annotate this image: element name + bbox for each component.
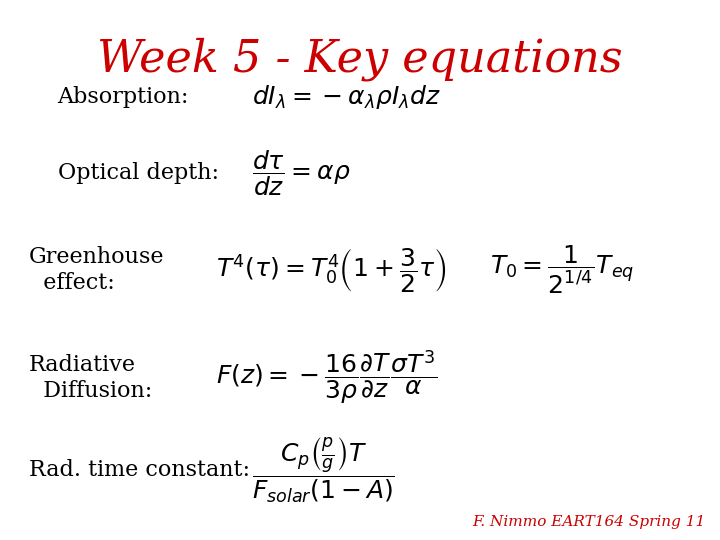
Text: Absorption:: Absorption: — [58, 86, 189, 108]
Text: Week 5 - Key equations: Week 5 - Key equations — [97, 38, 623, 82]
Text: $T_0 = \dfrac{1}{2^{1/4}} T_{eq}$: $T_0 = \dfrac{1}{2^{1/4}} T_{eq}$ — [490, 244, 634, 296]
Text: Rad. time constant:: Rad. time constant: — [29, 459, 250, 481]
Text: $\dfrac{C_p \left(\frac{p}{g}\right) T}{F_{solar}(1-A)}$: $\dfrac{C_p \left(\frac{p}{g}\right) T}{… — [252, 435, 395, 505]
Text: $T^{4}(\tau) = T_0^{4}\left(1 + \dfrac{3}{2}\tau\right)$: $T^{4}(\tau) = T_0^{4}\left(1 + \dfrac{3… — [216, 246, 446, 294]
Text: Optical depth:: Optical depth: — [58, 162, 219, 184]
Text: $F(z) = -\dfrac{16}{3\rho}\dfrac{\partial T}{\partial z}\dfrac{\sigma T^3}{\alph: $F(z) = -\dfrac{16}{3\rho}\dfrac{\partia… — [216, 349, 437, 407]
Text: $dI_{\lambda} = -\alpha_{\lambda}\rho I_{\lambda}dz$: $dI_{\lambda} = -\alpha_{\lambda}\rho I_… — [252, 83, 441, 111]
Text: $\dfrac{d\tau}{dz} = \alpha\rho$: $\dfrac{d\tau}{dz} = \alpha\rho$ — [252, 148, 351, 198]
Text: F. Nimmo EART164 Spring 11: F. Nimmo EART164 Spring 11 — [472, 515, 706, 529]
Text: Greenhouse
  effect:: Greenhouse effect: — [29, 246, 164, 294]
Text: Radiative
  Diffusion:: Radiative Diffusion: — [29, 354, 152, 402]
